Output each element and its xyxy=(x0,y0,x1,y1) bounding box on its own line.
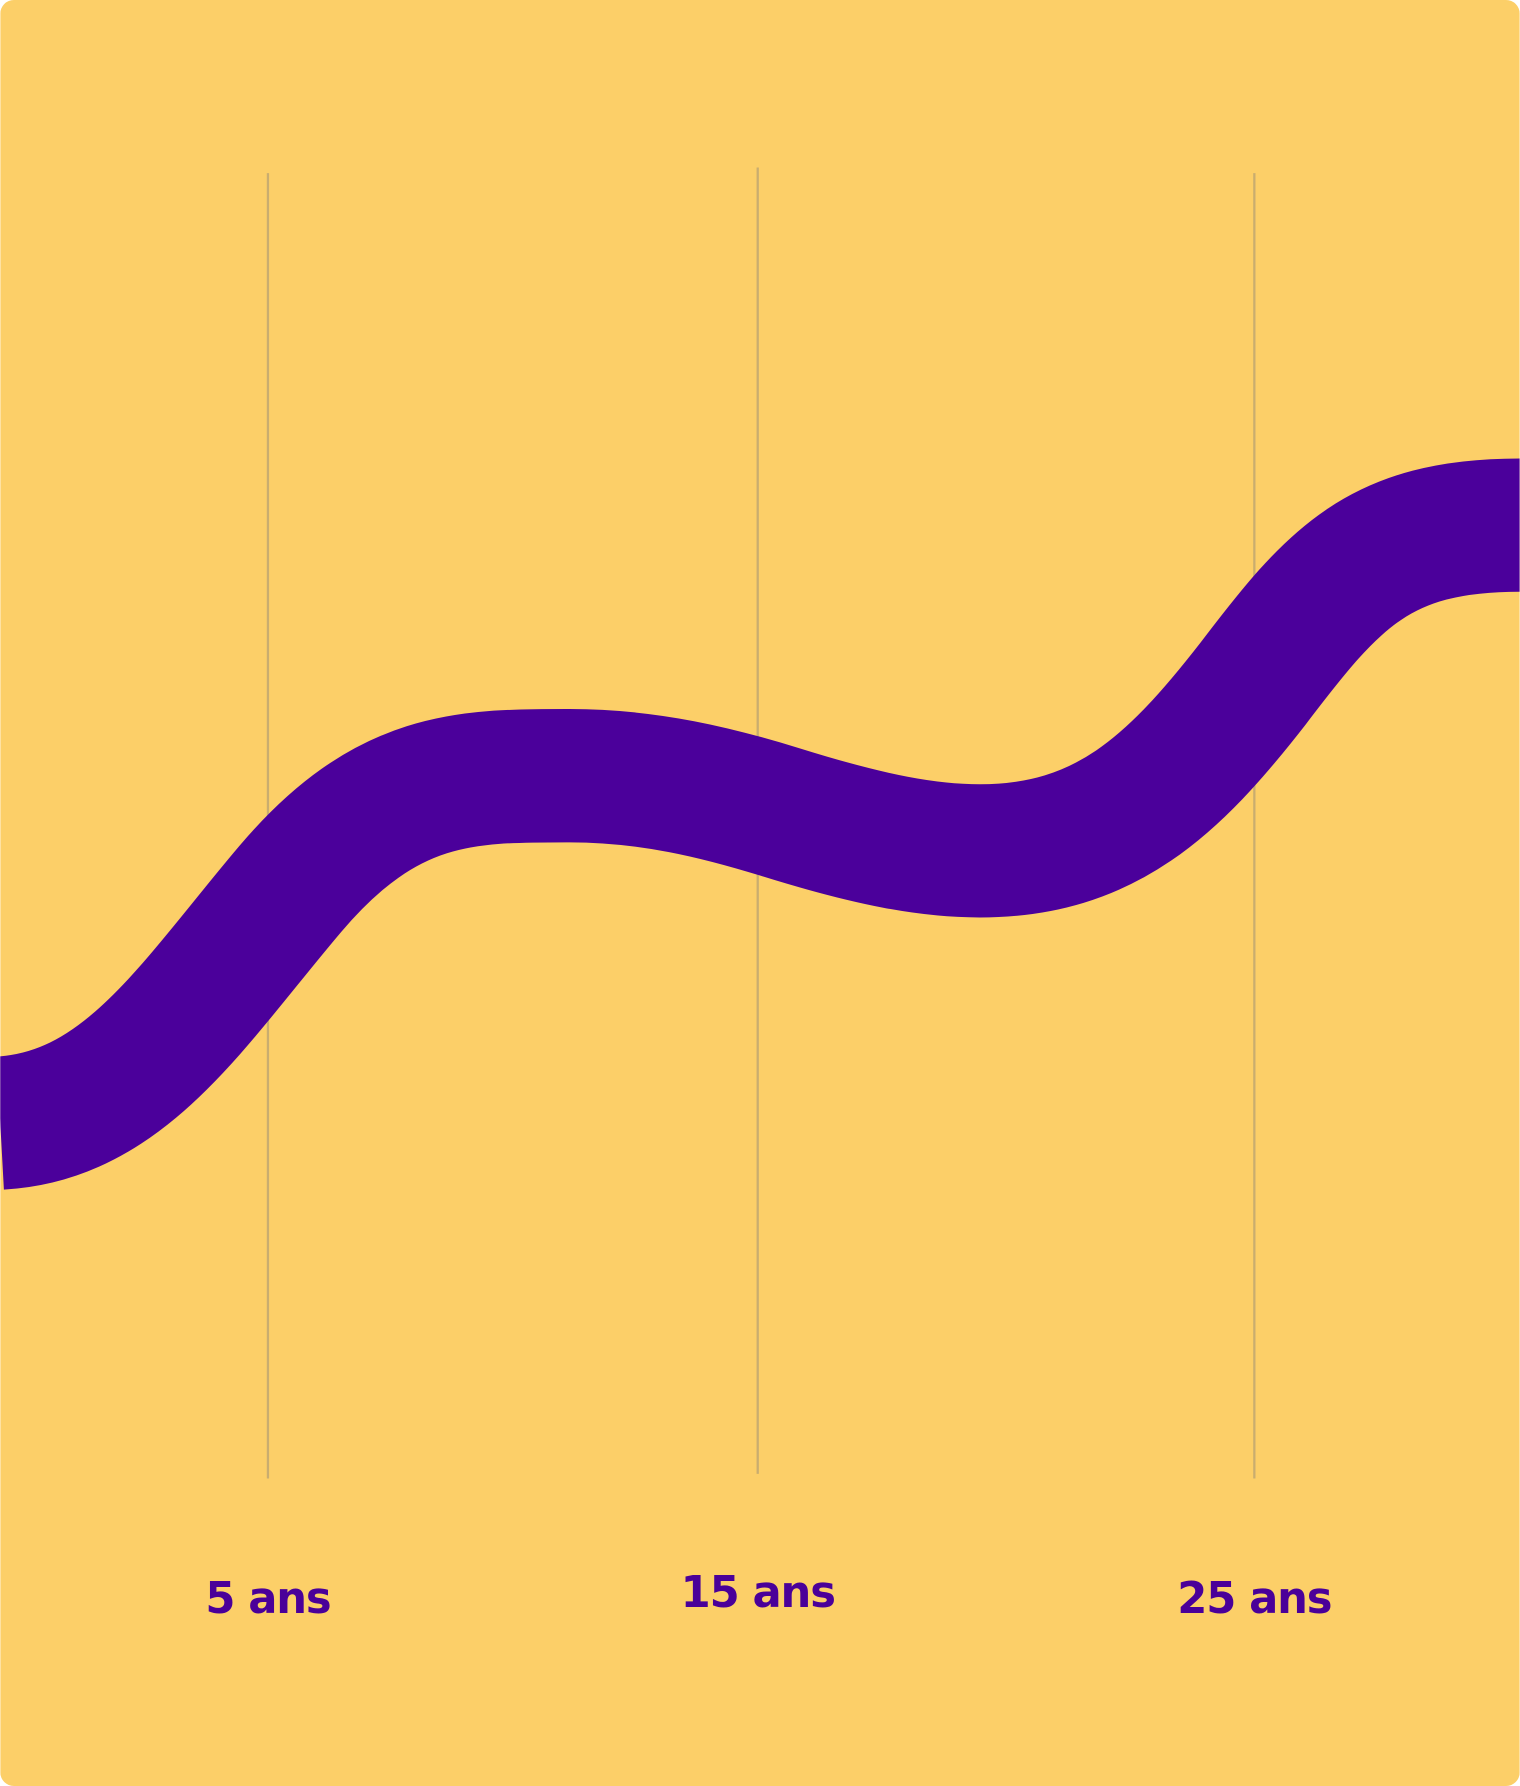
axis-label: 15 ans xyxy=(681,1568,835,1618)
axis-label: 5 ans xyxy=(205,1574,330,1624)
axis-label: 25 ans xyxy=(1177,1574,1331,1624)
wave-band xyxy=(0,458,1520,1190)
